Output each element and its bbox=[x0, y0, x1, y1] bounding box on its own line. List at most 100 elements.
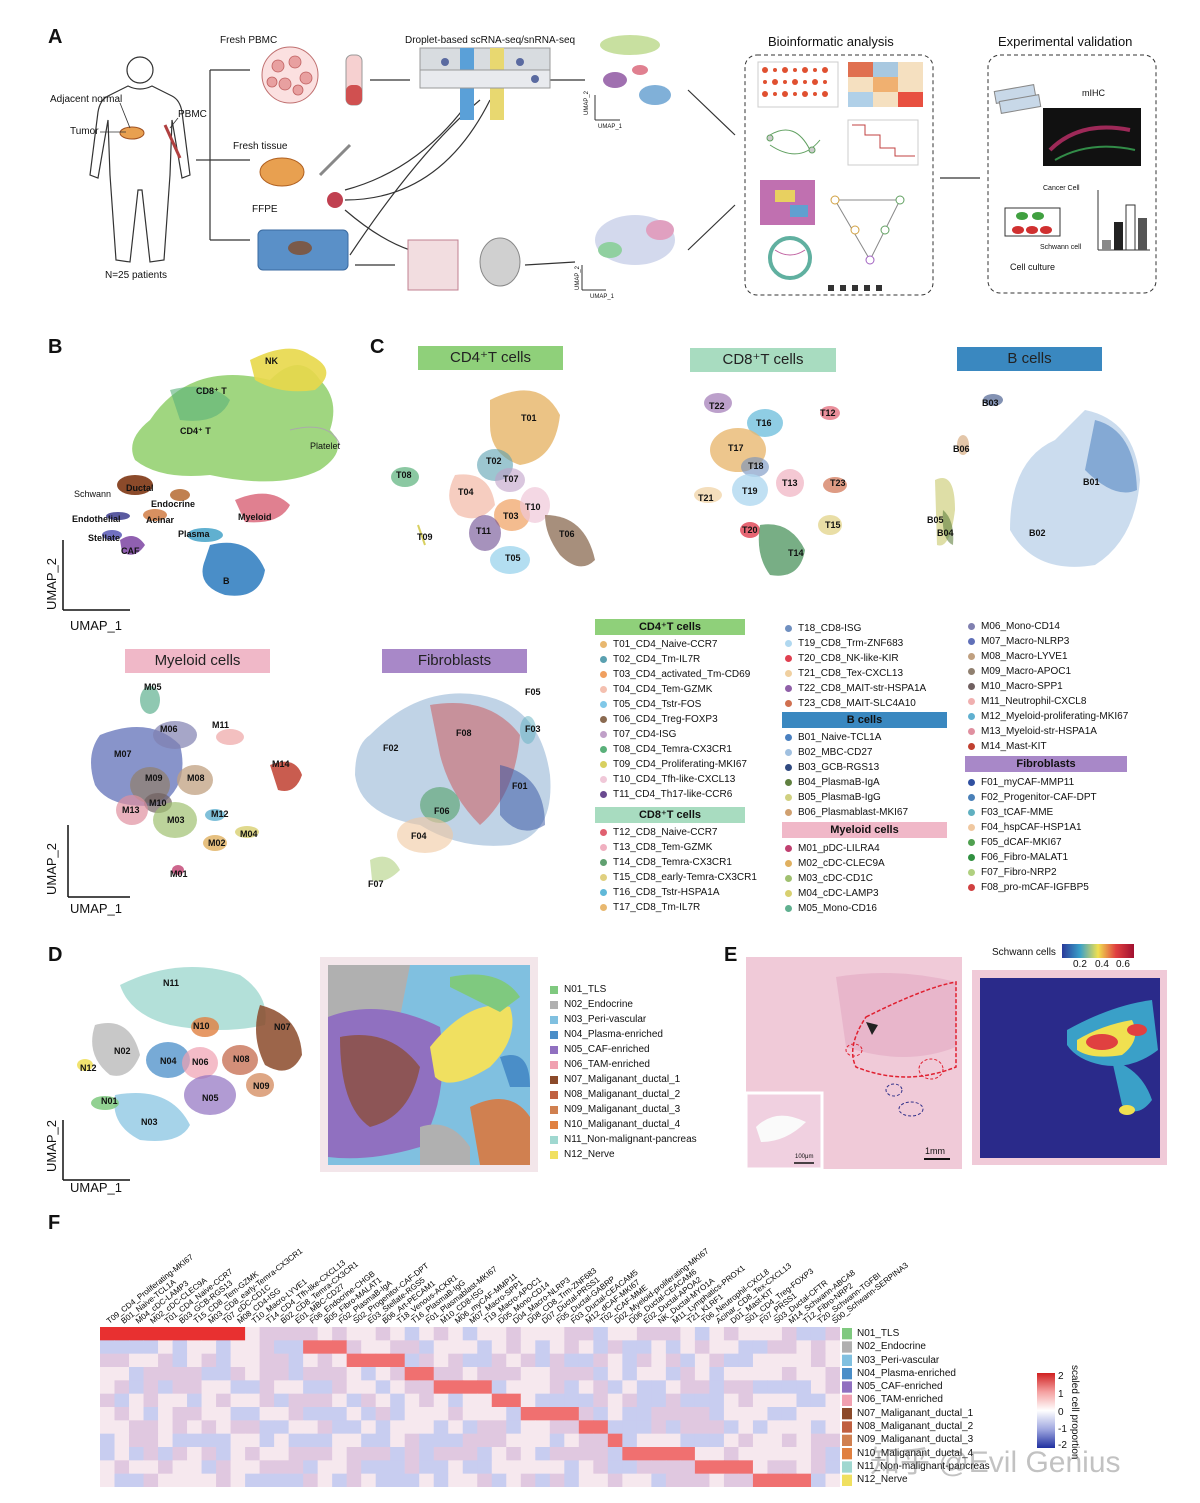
myeloid-label-13: M01 bbox=[170, 869, 188, 879]
heatmap-cell bbox=[781, 1367, 797, 1381]
legend-cd4-label: T02_CD4_Tm-IL7R bbox=[613, 654, 701, 665]
heatmap-cell bbox=[593, 1433, 609, 1448]
heatmap-cell bbox=[419, 1327, 435, 1341]
heatmap-cell bbox=[100, 1433, 116, 1448]
umap1-label-d: UMAP_1 bbox=[70, 1180, 123, 1195]
cluster-label-b: B bbox=[223, 576, 230, 586]
heatmap-cell bbox=[578, 1473, 594, 1487]
heatmap-cell bbox=[230, 1460, 246, 1475]
heatmap-cell bbox=[810, 1340, 826, 1355]
heatmap-cell bbox=[201, 1367, 217, 1381]
heatmap-cell bbox=[636, 1327, 652, 1341]
legend-b-item: B01_Naive-TCL1A bbox=[785, 730, 908, 745]
heatmap-cell bbox=[564, 1327, 580, 1341]
legend-cd8-label: T22_CD8_MAIT-str-HSPA1A bbox=[798, 683, 927, 694]
bar-chart-thumb bbox=[1097, 190, 1150, 251]
heatmap-cell bbox=[593, 1367, 609, 1381]
legend-fibro-item: F03_tCAF-MME bbox=[968, 805, 1097, 820]
umap2-label-d: UMAP_2 bbox=[44, 1119, 59, 1172]
heatmap-cell bbox=[129, 1327, 145, 1341]
heatmap-cell bbox=[375, 1393, 391, 1408]
patients-label: N=25 patients bbox=[105, 270, 167, 281]
cluster-label-platelet: Platelet bbox=[310, 441, 341, 451]
heatmap-cell bbox=[114, 1367, 130, 1381]
heatmap-cell bbox=[607, 1353, 623, 1368]
b-label-5: B02 bbox=[1029, 528, 1046, 538]
heatmap-cell bbox=[448, 1407, 464, 1421]
cd8-label-5: T19 bbox=[742, 486, 758, 496]
heatmap-cell bbox=[607, 1367, 623, 1381]
heatmap-cell bbox=[752, 1447, 768, 1461]
bioinformatic-title: Bioinformatic analysis bbox=[768, 34, 894, 49]
legend-cd4-item: T10_CD4_Tfh-like-CXCL13 bbox=[600, 772, 750, 787]
heatmap-cell bbox=[651, 1380, 667, 1395]
heatmap-cell bbox=[665, 1447, 681, 1461]
heatmap-cell bbox=[332, 1367, 348, 1381]
heatmap-cell bbox=[694, 1327, 710, 1341]
scale-100um: 100μm bbox=[795, 1154, 814, 1160]
heatmap-cell bbox=[390, 1407, 406, 1421]
legend-fibro-swatch bbox=[968, 884, 975, 891]
cd8-label-10: T20 bbox=[742, 525, 758, 535]
legend-cd8-swatch bbox=[600, 904, 607, 911]
legend-b: B01_Naive-TCL1A B02_MBC-CD27 B03_GCB-RGS13… bbox=[785, 730, 908, 820]
heatmap-cell bbox=[622, 1447, 638, 1461]
tissue-piece-icon bbox=[327, 192, 343, 208]
heatmap-cell bbox=[564, 1340, 580, 1355]
heatmap-cell bbox=[216, 1340, 232, 1355]
heatmap-cell bbox=[535, 1327, 551, 1341]
legend-myeloid-swatch bbox=[968, 728, 975, 735]
heatmap-cell bbox=[259, 1447, 275, 1461]
legend-niche-swatch bbox=[550, 1000, 558, 1009]
legend-niche-label: N06_TAM-enriched bbox=[564, 1058, 650, 1070]
niche-label-9: N05 bbox=[202, 1093, 219, 1103]
cd4-label-7: T11 bbox=[476, 526, 492, 536]
heatmap-cell bbox=[274, 1327, 290, 1341]
legend-b-item: B06_Plasmablast-MKI67 bbox=[785, 805, 908, 820]
heatmap-cell bbox=[535, 1407, 551, 1421]
b-umap bbox=[935, 394, 1140, 567]
heatmap-cell bbox=[158, 1460, 174, 1475]
heatmap-cell bbox=[665, 1433, 681, 1448]
heatmap-cell bbox=[506, 1473, 522, 1487]
heatmap-cell bbox=[477, 1393, 493, 1408]
heatmap-cell bbox=[288, 1340, 304, 1355]
heatmap-cell bbox=[694, 1433, 710, 1448]
heatmap-cell bbox=[810, 1460, 826, 1475]
heatmap-cell bbox=[216, 1460, 232, 1475]
heatmap-cell bbox=[535, 1393, 551, 1408]
heatmap-cell bbox=[549, 1327, 565, 1341]
heatmap-cell bbox=[143, 1353, 159, 1368]
cd4-label-10: T09 bbox=[417, 532, 433, 542]
niche-label-3: N02 bbox=[114, 1046, 131, 1056]
heatmap-cell bbox=[361, 1340, 377, 1355]
heatmap-cell bbox=[346, 1393, 362, 1408]
heatmap-cell bbox=[187, 1407, 203, 1421]
heatmap-cell bbox=[245, 1340, 261, 1355]
heatmap-cell bbox=[680, 1393, 696, 1408]
heatmap-cell bbox=[172, 1380, 188, 1395]
heatmap-cell bbox=[404, 1407, 420, 1421]
heatmap-cell bbox=[462, 1420, 478, 1435]
heatmap-cell bbox=[433, 1353, 449, 1368]
heatmap-cell bbox=[201, 1407, 217, 1421]
fibro-label-2: F03 bbox=[525, 724, 541, 734]
heatmap-cell bbox=[259, 1407, 275, 1421]
heatmap-cell bbox=[767, 1340, 783, 1355]
legend-cd4: T01_CD4_Naive-CCR7 T02_CD4_Tm-IL7R T03_CD4… bbox=[600, 637, 750, 802]
survival-thumb bbox=[847, 119, 919, 166]
heatmap-cell bbox=[129, 1367, 145, 1381]
niche-label-8: N01 bbox=[101, 1096, 118, 1106]
legend-cd4-item: T05_CD4_Tstr-FOS bbox=[600, 697, 750, 712]
legend-cd4-swatch bbox=[600, 701, 607, 708]
niche-label-11: N03 bbox=[141, 1117, 158, 1127]
heatmap-cell bbox=[187, 1353, 203, 1368]
heatmap-cell bbox=[390, 1327, 406, 1341]
legend-cd8-swatch bbox=[785, 685, 792, 692]
watermark: 知乎 @Evil Genius bbox=[870, 1446, 1121, 1479]
heatmap-cell bbox=[303, 1473, 319, 1487]
heatmap-cell bbox=[332, 1327, 348, 1341]
cluster-label-nk: NK bbox=[265, 356, 278, 366]
heatmap-cell bbox=[448, 1460, 464, 1475]
cd4-label-4: T03 bbox=[503, 511, 519, 521]
